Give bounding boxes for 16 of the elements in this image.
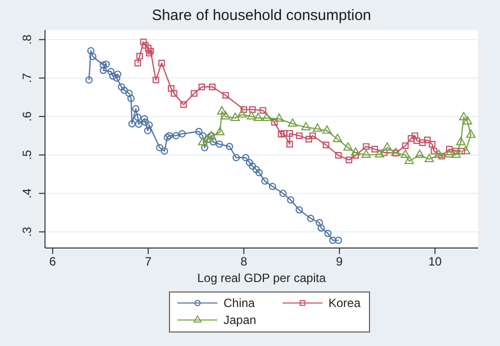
legend-label: Korea <box>328 296 361 310</box>
x-tick-label: 6 <box>49 254 56 269</box>
chart-title: Share of household consumption <box>152 7 372 24</box>
y-tick-label: .5 <box>20 150 34 160</box>
x-axis-title: Log real GDP per capita <box>197 271 326 285</box>
y-tick-label: .7 <box>20 72 34 84</box>
x-tick-label: 9 <box>336 254 344 269</box>
x-tick-label: 8 <box>240 254 248 269</box>
y-tick-label: .3 <box>20 226 34 237</box>
y-tick-label: .4 <box>20 188 34 198</box>
legend-label: Japan <box>224 313 256 327</box>
y-tick-label: .6 <box>20 111 34 122</box>
legend-label: China <box>224 296 256 310</box>
y-tick-label: .8 <box>20 34 34 45</box>
x-tick-label: 10 <box>428 254 442 269</box>
x-tick-label: 7 <box>144 254 152 269</box>
